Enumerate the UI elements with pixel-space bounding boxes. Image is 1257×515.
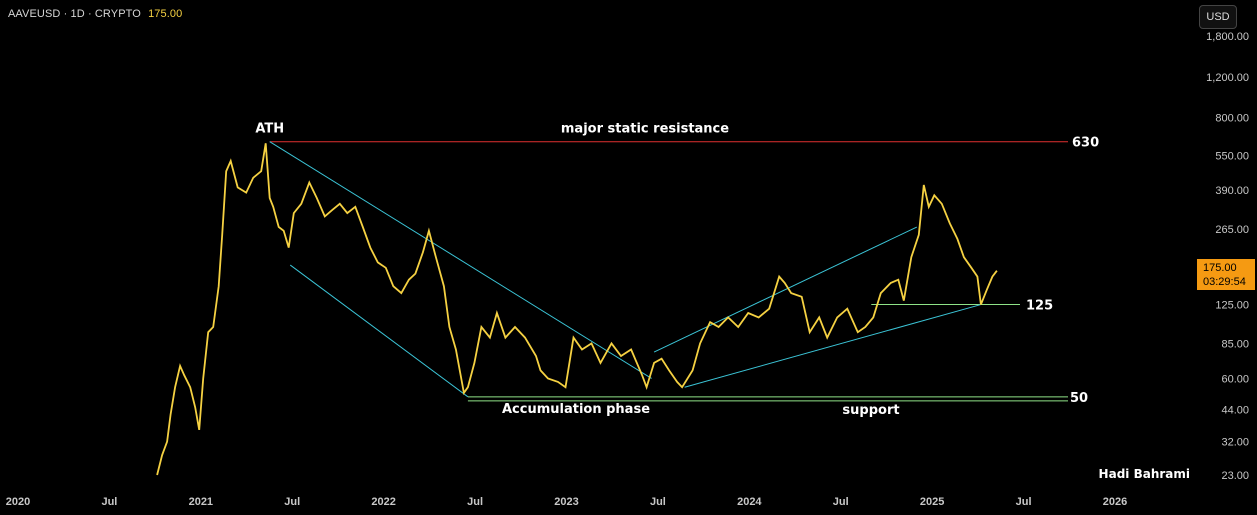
resistance-label: major static resistance [561, 122, 729, 137]
y-tick-label: 23.00 [1221, 470, 1249, 482]
price-series-line [156, 143, 998, 476]
y-tick-label: 390.00 [1215, 185, 1249, 197]
resistance-level-label: 630 [1072, 136, 1099, 151]
support-level-label: 50 [1070, 391, 1088, 406]
y-tick-label: 32.00 [1221, 437, 1249, 449]
x-tick-label: 2023 [554, 496, 578, 508]
channel-line [289, 264, 469, 398]
currency-button[interactable]: USD [1199, 5, 1237, 29]
channel-line [269, 141, 652, 379]
x-tick-label: Jul [650, 496, 666, 508]
x-tick-label: Jul [101, 496, 117, 508]
x-tick-label: Jul [1016, 496, 1032, 508]
y-tick-label: 265.00 [1215, 224, 1249, 236]
y-axis: 1,800.00 1,200.00 800.00 550.00 390.00 265.00… [1206, 31, 1249, 482]
x-tick-label: 2025 [920, 496, 944, 508]
author-label: Hadi Bahrami [1099, 467, 1190, 481]
candle-countdown: 03:29:54 [1203, 276, 1246, 288]
y-tick-label: 125.00 [1215, 300, 1249, 312]
last-price-tag: 175.00 03:29:54 [1197, 259, 1255, 290]
y-tick-label: 1,800.00 [1206, 31, 1249, 43]
chart-header: AAVEUSD · 1D · CRYPTO 175.00 [8, 8, 182, 20]
accumulation-label: Accumulation phase [502, 402, 650, 417]
mid-level-label: 125 [1026, 299, 1053, 314]
trend-lines [269, 141, 1068, 402]
last-price-value: 175.00 [1203, 262, 1237, 274]
y-tick-label: 550.00 [1215, 150, 1249, 162]
x-tick-label: 2022 [371, 496, 395, 508]
x-tick-label: 2021 [189, 496, 213, 508]
y-tick-label: 85.00 [1221, 338, 1249, 350]
x-tick-label: 2024 [737, 496, 762, 508]
x-tick-label: Jul [284, 496, 300, 508]
symbol-label: AAVEUSD · 1D · CRYPTO [8, 8, 141, 20]
header-price: 175.00 [148, 8, 183, 20]
support-label: support [842, 403, 899, 418]
x-axis: 2020 Jul 2021 Jul 2022 Jul 2023 Jul 2024 Jul 2025 J… [6, 496, 1127, 508]
annotations: ATH major static resistance 630 125 50 Accumu… [255, 122, 1099, 418]
y-tick-label: 800.00 [1215, 113, 1249, 125]
channel-line [653, 226, 918, 353]
x-tick-label: 2020 [6, 496, 30, 508]
y-tick-label: 44.00 [1221, 405, 1249, 417]
channel-line [684, 304, 982, 388]
y-tick-label: 60.00 [1221, 373, 1249, 385]
x-tick-label: 2026 [1103, 496, 1127, 508]
x-tick-label: Jul [467, 496, 483, 508]
ath-label: ATH [255, 122, 284, 137]
x-tick-label: Jul [833, 496, 849, 508]
y-tick-label: 1,200.00 [1206, 72, 1249, 84]
